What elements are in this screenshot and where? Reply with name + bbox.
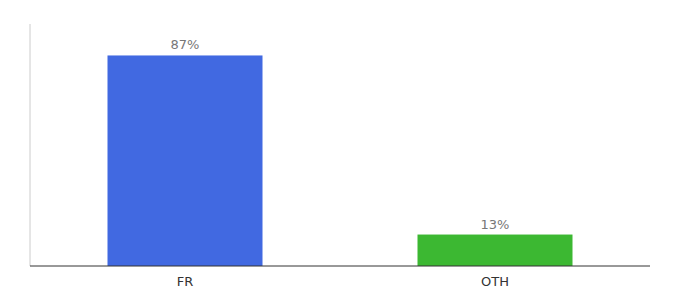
data-label: 87% xyxy=(171,37,200,52)
bar xyxy=(108,55,263,266)
chart-container: 87% 13% FR OTH xyxy=(0,0,680,300)
data-label: 13% xyxy=(481,217,510,232)
x-axis-line xyxy=(30,266,650,267)
y-axis-line xyxy=(30,24,31,266)
x-tick-label: OTH xyxy=(481,274,509,289)
x-tick-label: FR xyxy=(177,274,194,289)
chart-svg: 87% 13% FR OTH xyxy=(0,0,680,300)
bar xyxy=(418,235,573,266)
plot-area: 87% 13% FR OTH xyxy=(30,24,650,289)
bars xyxy=(108,55,573,266)
